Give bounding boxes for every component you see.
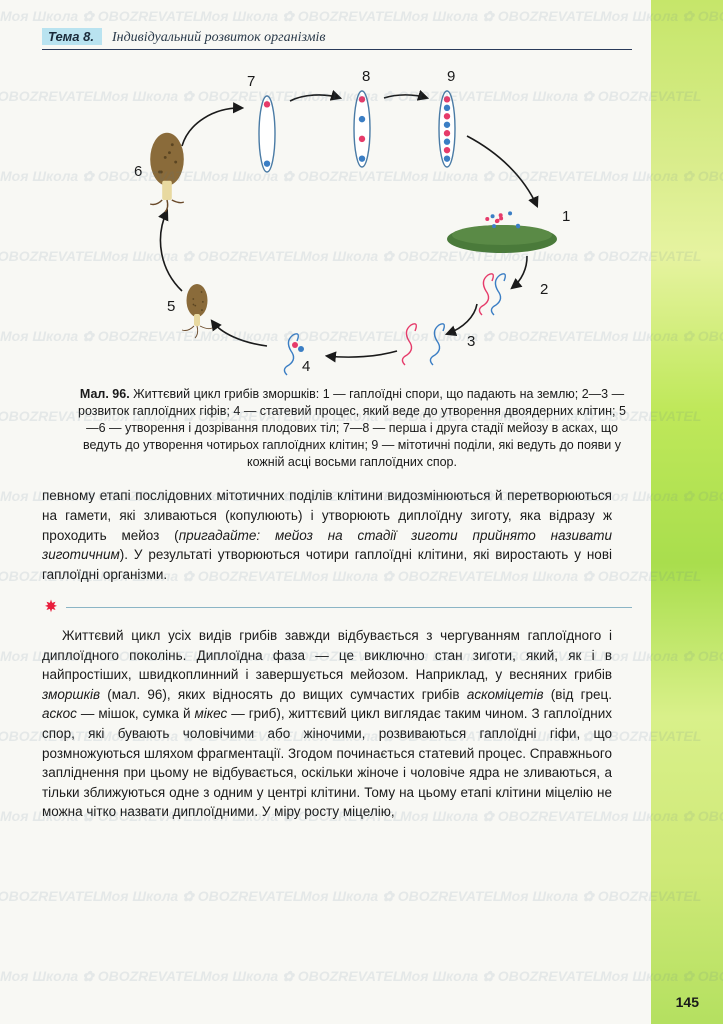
p2-t3: (від грец. — [544, 687, 612, 702]
page-header: Тема 8. Індивідуальний розвиток організм… — [42, 28, 632, 50]
topic-title: Індивідуальний розвиток організмів — [112, 30, 326, 46]
figure-caption: Мал. 96. Життєвий цикл грибів зморшків: … — [72, 386, 632, 470]
svg-text:6: 6 — [134, 163, 142, 180]
caption-text: Життєвий цикл грибів зморшків: 1 — гапло… — [78, 387, 626, 469]
svg-text:8: 8 — [362, 68, 370, 85]
svg-text:2: 2 — [540, 281, 548, 298]
svg-text:9: 9 — [447, 68, 455, 85]
paragraph-2: Життєвий цикл усіх видів грибів завжди в… — [42, 626, 612, 822]
caption-label: Мал. 96. — [80, 387, 130, 401]
section-separator — [42, 598, 632, 616]
paragraph-1: певному етапі послідовних мітотичних под… — [42, 486, 612, 584]
p2-t2: (мал. 96), яких відносять до вищих сумча… — [100, 687, 467, 702]
p2-t1: Життєвий цикл усіх видів грибів завжди в… — [42, 628, 612, 682]
page: Тема 8. Індивідуальний розвиток організм… — [0, 0, 723, 1024]
separator-line — [66, 607, 632, 608]
svg-text:5: 5 — [167, 298, 175, 315]
svg-text:4: 4 — [302, 358, 310, 375]
svg-text:3: 3 — [467, 333, 475, 350]
p2-em3: аскос — [42, 706, 77, 721]
p2-em4: мікес — [194, 706, 227, 721]
page-number: 145 — [676, 994, 699, 1010]
svg-text:1: 1 — [562, 208, 570, 225]
p2-em2: аскоміцетів — [467, 687, 544, 702]
topic-tag: Тема 8. — [42, 28, 102, 45]
lifecycle-diagram: 1 2 3 4 5 6 7 8 9 — [72, 66, 632, 376]
p1-t2: ). У результаті утворюються чотири гапло… — [42, 547, 612, 582]
svg-text:7: 7 — [247, 73, 255, 90]
p2-t5: — гриб), життєвий цикл виглядає таким чи… — [42, 706, 612, 819]
star-icon — [42, 598, 60, 616]
p2-em1: зморшків — [42, 687, 100, 702]
p2-t4: — мішок, сумка й — [77, 706, 195, 721]
